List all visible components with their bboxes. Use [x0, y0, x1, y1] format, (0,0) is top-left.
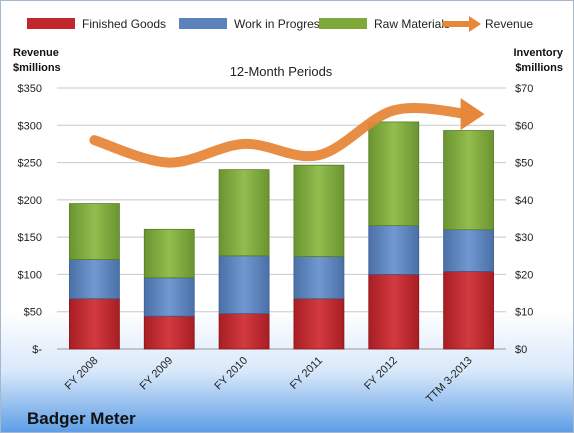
- right-tick-label: $60: [515, 120, 533, 132]
- bar-work-in-progress: [69, 259, 120, 300]
- bar-raw-materials: [443, 130, 494, 231]
- right-tick-label: $0: [515, 344, 527, 356]
- company-name: Badger Meter: [27, 409, 136, 428]
- right-tick-label: $50: [515, 158, 533, 170]
- left-tick-label: $250: [18, 158, 42, 170]
- bar-raw-materials: [143, 228, 195, 279]
- left-tick-label: $100: [18, 269, 42, 281]
- x-tick-label: FY 2009: [138, 355, 176, 393]
- bar-work-in-progress: [293, 256, 345, 300]
- left-tick-label: $50: [24, 307, 42, 319]
- right-tick-label: $20: [515, 269, 533, 281]
- legend-label-2: Work in Progress: [234, 17, 326, 31]
- left-tick-label: $350: [18, 83, 42, 95]
- legend-swatch-3: [319, 18, 367, 29]
- bar-finished-goods: [293, 298, 345, 350]
- right-axis-title-line2: $millions: [515, 62, 563, 74]
- left-tick-label: $200: [18, 195, 42, 207]
- legend-label-4: Revenue: [485, 17, 533, 31]
- right-tick-label: $10: [515, 307, 533, 319]
- legend-label-1: Finished Goods: [82, 17, 166, 31]
- right-tick-label: $40: [515, 195, 533, 207]
- right-axis-title-line1: Inventory: [513, 47, 563, 59]
- x-tick-label: TTM 3-2013: [424, 355, 475, 406]
- bar-finished-goods: [69, 298, 120, 350]
- legend-arrowhead: [469, 16, 481, 32]
- right-tick-label: $30: [515, 232, 533, 244]
- legend-label-3: Raw Materials: [374, 17, 450, 31]
- bar-work-in-progress: [218, 255, 270, 314]
- bar-raw-materials: [368, 121, 420, 226]
- right-tick-label: $70: [515, 83, 533, 95]
- left-axis-title-line1: Revenue: [13, 47, 59, 59]
- bar-raw-materials: [218, 169, 270, 257]
- bar-finished-goods: [443, 271, 494, 350]
- bar-work-in-progress: [143, 277, 195, 317]
- bar-work-in-progress: [443, 229, 494, 272]
- x-tick-label: FY 2008: [63, 355, 101, 393]
- left-axis-title-line2: $millions: [13, 62, 61, 74]
- revenue-line: [89, 103, 474, 168]
- bar-raw-materials: [293, 164, 345, 257]
- legend-swatch-1: [27, 18, 75, 29]
- x-tick-label: FY 2010: [212, 355, 250, 393]
- bar-finished-goods: [218, 313, 270, 350]
- legend-swatch-2: [179, 18, 227, 29]
- left-tick-label: $-: [32, 344, 42, 356]
- bar-work-in-progress: [368, 225, 420, 275]
- x-tick-label: FY 2012: [362, 355, 400, 393]
- left-tick-label: $150: [18, 232, 42, 244]
- revenue-arrowhead: [460, 98, 485, 131]
- bar-raw-materials: [69, 203, 120, 260]
- x-tick-label: FY 2011: [288, 355, 325, 392]
- bar-finished-goods: [143, 315, 195, 350]
- chart-title: 12-Month Periods: [230, 64, 333, 79]
- left-tick-label: $300: [18, 120, 42, 132]
- bar-finished-goods: [368, 274, 420, 350]
